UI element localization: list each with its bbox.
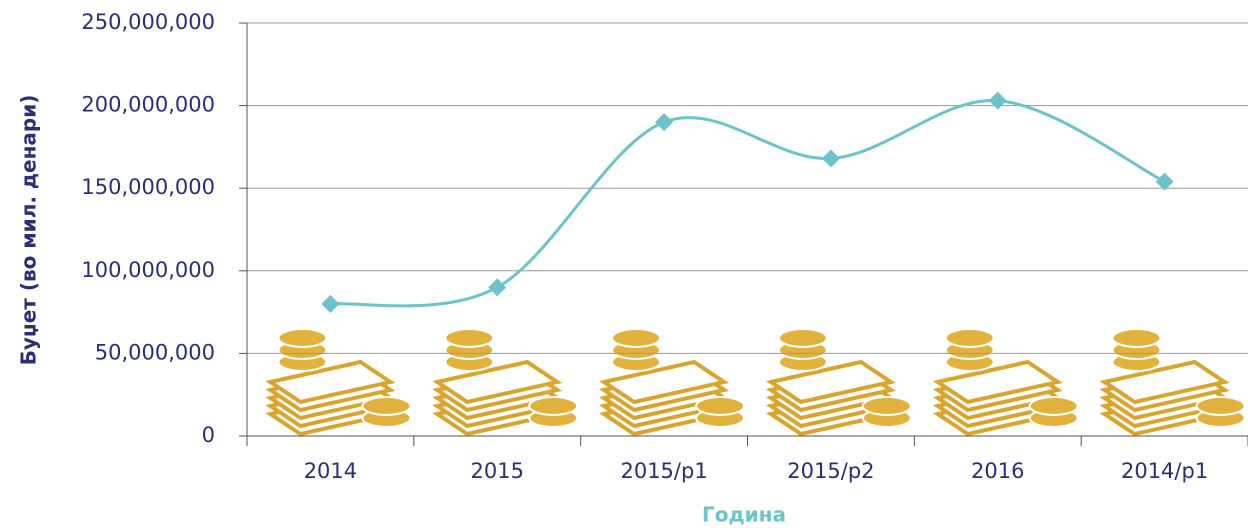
y-tick-label: 100,000,000 (81, 258, 215, 282)
x-axis-label: Година (702, 503, 786, 527)
y-tick-label: 150,000,000 (81, 175, 215, 199)
y-tick-label: 50,000,000 (95, 340, 215, 364)
marker (488, 278, 506, 296)
decoration (771, 329, 911, 434)
decoration (437, 329, 577, 434)
x-tick-label: 2015/p2 (787, 459, 874, 483)
y-tick-label: 200,000,000 (81, 93, 215, 117)
x-tick-label: 2014 (304, 459, 357, 483)
marker (321, 295, 339, 313)
marker (655, 113, 673, 131)
x-tick-label: 2016 (971, 459, 1024, 483)
line (330, 100, 1164, 305)
y-tick-label: 250,000,000 (81, 10, 215, 34)
y-tick-label: 0 (202, 423, 215, 447)
decoration (1105, 329, 1245, 434)
y-axis-label: Буџет (во мил. денари) (17, 95, 41, 366)
chart: Буџет (во мил. денари) Година 0 50,000,00… (0, 0, 1248, 528)
decoration (604, 329, 744, 434)
decoration (938, 329, 1078, 434)
x-tick-label: 2015/p1 (620, 459, 707, 483)
x-tick-label: 2014/p1 (1121, 459, 1208, 483)
x-tick-label: 2015 (471, 459, 524, 483)
decoration (270, 329, 410, 434)
marker (822, 149, 840, 167)
marker (989, 92, 1007, 110)
